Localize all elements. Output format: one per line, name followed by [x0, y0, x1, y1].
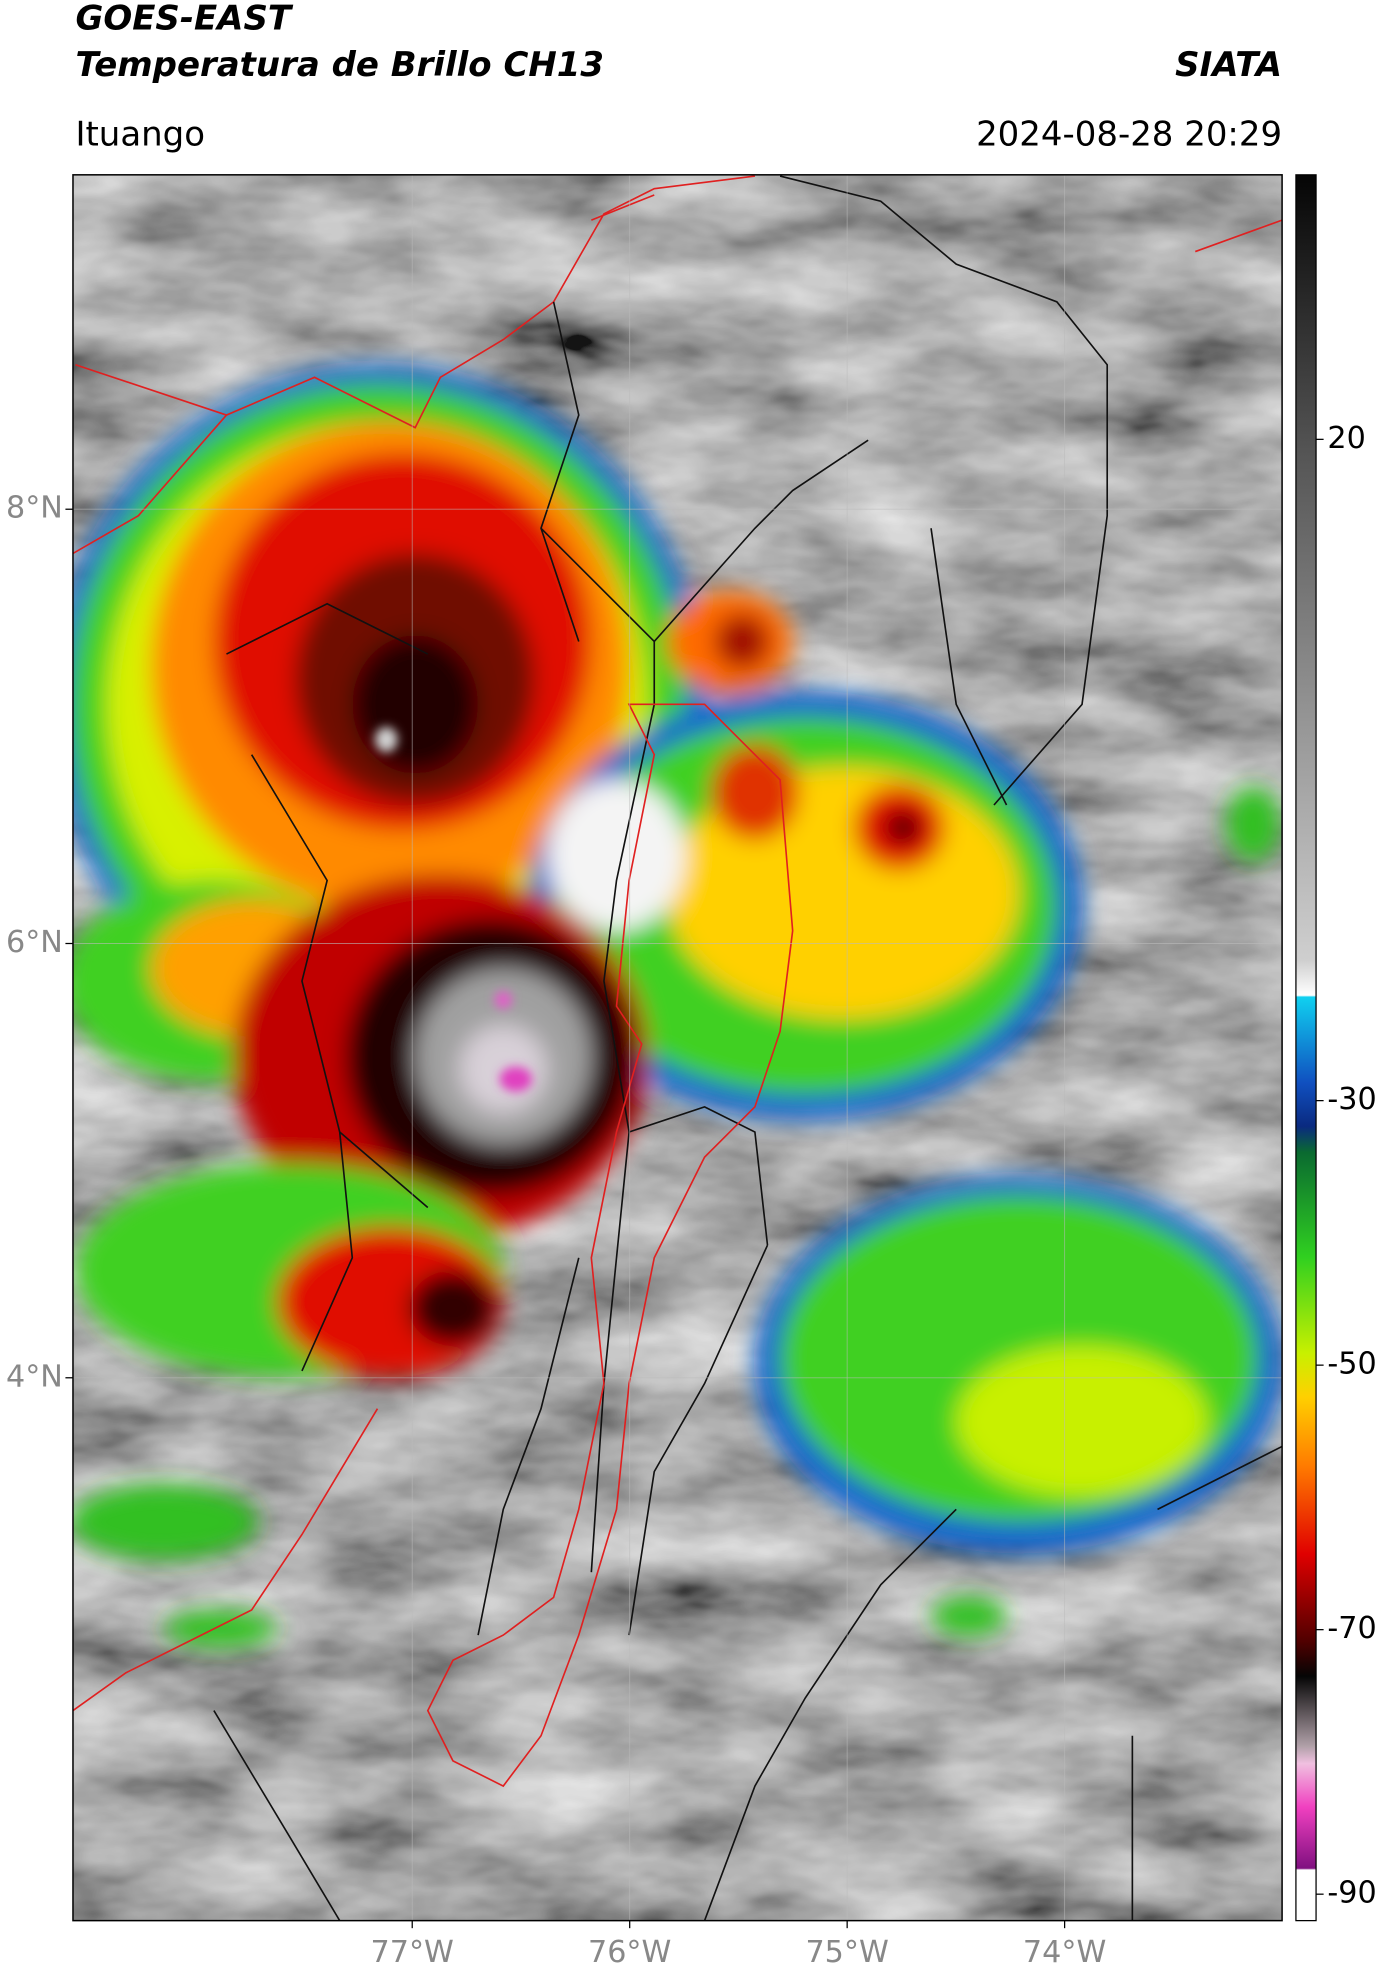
x-tick-label: 77°W — [371, 1935, 454, 1970]
map-frame — [72, 174, 1283, 1922]
storm-cells — [72, 364, 1283, 1648]
graticule — [72, 174, 1283, 1921]
location: Ituango — [75, 114, 205, 154]
colorbar-tick-label: 20 — [1327, 421, 1365, 456]
colorbar-tick-label: -50 — [1327, 1347, 1376, 1382]
colorbar-tick-label: -30 — [1327, 1082, 1376, 1117]
colorbar-tick-label: -90 — [1327, 1876, 1376, 1911]
subtitle: Temperatura de Brillo CH13 — [75, 45, 604, 85]
y-tick-label: 8°N — [6, 491, 63, 526]
colorbar-tick-label: -70 — [1327, 1611, 1376, 1646]
title: GOES-EAST — [75, 0, 293, 39]
cold-cores — [374, 726, 533, 1092]
x-tick-label: 74°W — [1023, 1935, 1106, 1970]
source: SIATA — [1175, 45, 1282, 85]
y-tick-label: 4°N — [6, 1359, 63, 1394]
datetime: 2024-08-28 20:29 — [976, 114, 1282, 154]
x-tick-label: 76°W — [588, 1935, 671, 1970]
x-tick-label: 75°W — [805, 1935, 888, 1970]
colorbar — [1295, 174, 1317, 1922]
borders — [72, 175, 1283, 1921]
y-tick-label: 6°N — [6, 925, 63, 960]
satellite-image — [72, 174, 1283, 1921]
